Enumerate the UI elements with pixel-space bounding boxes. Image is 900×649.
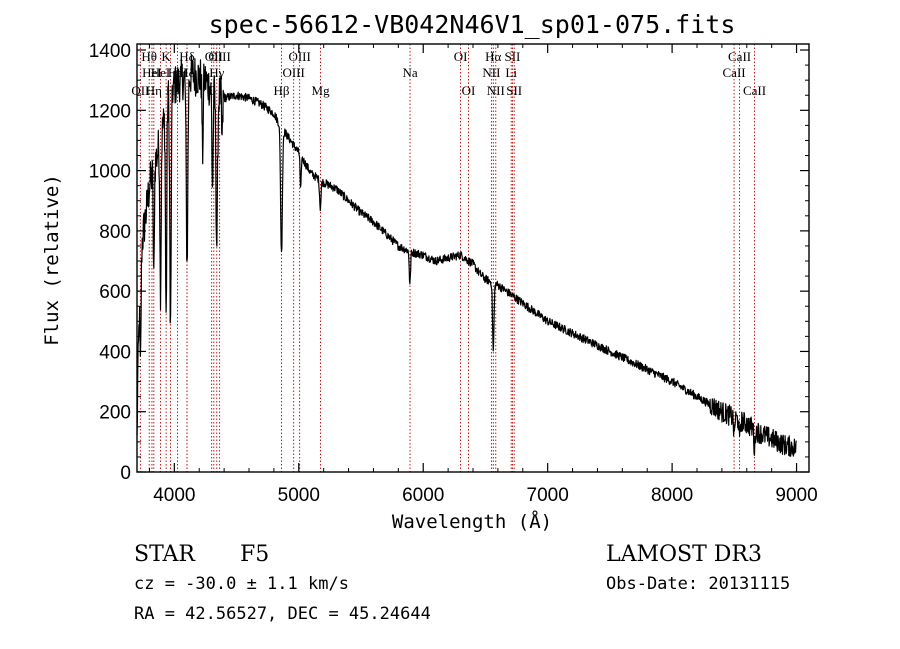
x-tick-label-1: 5000 <box>278 485 320 506</box>
line-label-24: Li <box>505 65 517 80</box>
spectral-line-labels: OIIHθHeIHηHeIKHHeIHδHδGOIIHγOIIIHβOIIIOI… <box>131 49 766 98</box>
axis-ticks: 4000 5000 6000 7000 8000 9000 0 200 400 600 800 100… <box>89 41 818 506</box>
line-label-14: Hβ <box>273 83 289 98</box>
x-tick-label-5: 9000 <box>775 485 817 506</box>
line-label-26: SII <box>506 83 522 98</box>
y-tick-label-6: 1200 <box>89 101 131 122</box>
spectral-subclass: F5 <box>240 542 269 567</box>
line-label-15: OIII <box>282 65 304 80</box>
y-axis-label: Flux (relative) <box>41 174 63 346</box>
coordinates-text: RA = 42.56527, DEC = 45.24644 <box>134 604 431 624</box>
line-label-4: HeI <box>151 65 171 80</box>
line-label-2: HeI <box>142 65 162 80</box>
observation-date: Obs-Date: 20131115 <box>606 574 790 594</box>
line-label-1: Hθ <box>141 49 157 64</box>
line-label-22: Hα <box>485 49 501 64</box>
x-tick-label-2: 6000 <box>402 485 444 506</box>
y-tick-label-5: 1000 <box>89 162 131 183</box>
x-tick-label-4: 8000 <box>651 485 693 506</box>
y-tick-label-3: 600 <box>99 282 131 303</box>
chart-title: spec-56612-VB042N46V1_sp01-075.fits <box>209 10 736 39</box>
survey-name: LAMOST DR3 <box>606 542 762 567</box>
line-label-16: OIII <box>288 49 310 64</box>
line-label-19: OI <box>454 49 468 64</box>
line-label-3: Hη <box>146 83 162 98</box>
x-axis-label: Wavelength (Å) <box>392 510 552 533</box>
y-tick-label-1: 200 <box>99 403 131 424</box>
line-label-13: OIII <box>208 49 230 64</box>
line-label-5: K <box>161 49 171 64</box>
line-label-18: Na <box>402 65 417 80</box>
line-label-25: SII <box>505 49 521 64</box>
x-tick-label-3: 7000 <box>527 485 569 506</box>
line-label-21: NII <box>482 65 500 80</box>
y-tick-label-0: 0 <box>120 463 131 484</box>
line-label-23: NII <box>487 83 505 98</box>
y-tick-label-7: 1400 <box>89 41 131 62</box>
line-label-6: H <box>166 83 175 98</box>
object-type: STAR <box>134 542 196 567</box>
x-tick-label-0: 4000 <box>153 485 195 506</box>
line-label-17: Mg <box>312 83 331 98</box>
y-tick-label-4: 800 <box>99 222 131 243</box>
redshift-text: cz = -30.0 ± 1.1 km/s <box>134 574 349 594</box>
plot-frame <box>136 43 810 473</box>
line-label-11: OII <box>205 49 223 64</box>
line-label-12: Hγ <box>209 65 224 80</box>
spectrum-trace <box>136 54 797 457</box>
line-label-27: CaII <box>723 65 746 80</box>
line-label-29: CaII <box>743 83 766 98</box>
line-label-28: CaII <box>728 49 751 64</box>
y-tick-label-2: 400 <box>99 342 131 363</box>
line-label-20: OI <box>462 83 476 98</box>
line-label-0: OII <box>131 83 149 98</box>
